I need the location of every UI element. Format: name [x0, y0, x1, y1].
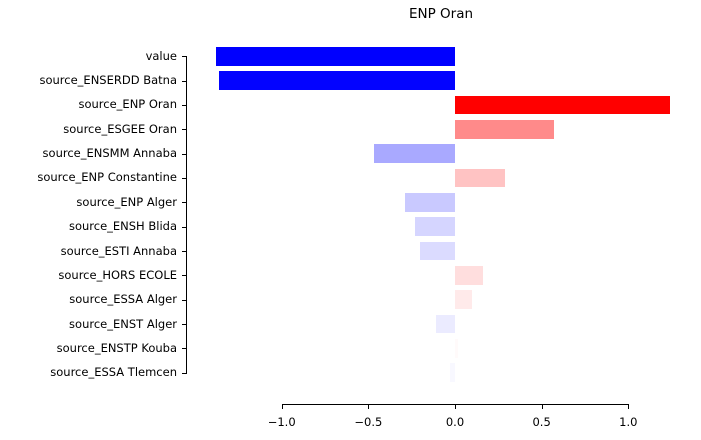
- y-tick-mark: [182, 104, 186, 106]
- category-label: source_ENP Constantine: [37, 170, 177, 185]
- category-label: source_ESTI Annaba: [60, 243, 177, 258]
- y-tick-mark: [182, 348, 186, 350]
- x-tick-label: 1.0: [619, 415, 638, 429]
- category-label: source_HORS ECOLE: [58, 267, 177, 282]
- bar-source-enp-alger: [404, 192, 455, 212]
- y-tick-mark: [182, 251, 186, 252]
- y-tick-mark: [182, 56, 186, 58]
- bar-source-enp-constantine: [455, 168, 506, 188]
- category-label: value: [145, 48, 177, 63]
- bar-source-esti-annaba: [420, 241, 455, 261]
- bar-value: [215, 46, 455, 66]
- category-label: source_ENSH Blida: [68, 219, 177, 234]
- x-tick-mark: [368, 405, 370, 409]
- x-tick-label: −0.5: [354, 415, 383, 429]
- bar-source-enserdd-batna: [219, 71, 455, 90]
- category-label: source_ENSTP Kouba: [56, 340, 177, 355]
- bar-source-enp-oran: [455, 95, 670, 115]
- y-tick-mark: [182, 299, 186, 301]
- y-tick-mark: [182, 202, 186, 204]
- bar-source-essa-tlemcen: [449, 363, 455, 383]
- bar-source-esgee-oran: [455, 119, 554, 139]
- x-tick-label: 0.5: [532, 415, 551, 429]
- x-tick-label: 0.0: [445, 415, 465, 429]
- category-label: source_ENSMM Annaba: [42, 146, 177, 161]
- y-axis-spine: [186, 56, 187, 374]
- category-label: source_ENSERDD Batna: [39, 73, 177, 88]
- category-label: source_ESGEE Oran: [63, 121, 177, 136]
- y-tick-mark: [182, 153, 186, 155]
- x-axis-spine: [281, 404, 630, 405]
- chart-title: ENP Oran: [408, 6, 474, 22]
- x-tick-label: −1.0: [267, 415, 296, 429]
- category-label: source_ENST Alger: [69, 316, 177, 331]
- category-label: source_ENP Oran: [78, 97, 177, 112]
- y-tick-mark: [182, 324, 186, 326]
- bar-source-ensh-blida: [415, 217, 455, 236]
- y-tick-mark: [182, 275, 186, 277]
- y-tick-mark: [182, 372, 186, 374]
- y-tick-mark: [182, 80, 186, 82]
- bar-source-ensmm-annaba: [373, 144, 455, 163]
- x-tick-mark: [281, 405, 283, 409]
- x-tick-mark: [455, 405, 456, 409]
- category-label: source_ENP Alger: [76, 194, 177, 209]
- x-tick-mark: [541, 405, 543, 409]
- bar-source-essa-alger: [455, 290, 473, 310]
- category-label: source_ESSA Tlemcen: [50, 365, 177, 380]
- bar-source-hors-ecole: [455, 266, 483, 285]
- y-tick-mark: [182, 226, 186, 228]
- category-label: source_ESSA Alger: [69, 292, 177, 307]
- bar-source-enst-alger: [435, 314, 455, 334]
- y-tick-mark: [182, 129, 186, 131]
- bar-source-enstp-kouba: [455, 339, 459, 358]
- x-tick-mark: [628, 405, 630, 409]
- y-tick-mark: [182, 177, 186, 179]
